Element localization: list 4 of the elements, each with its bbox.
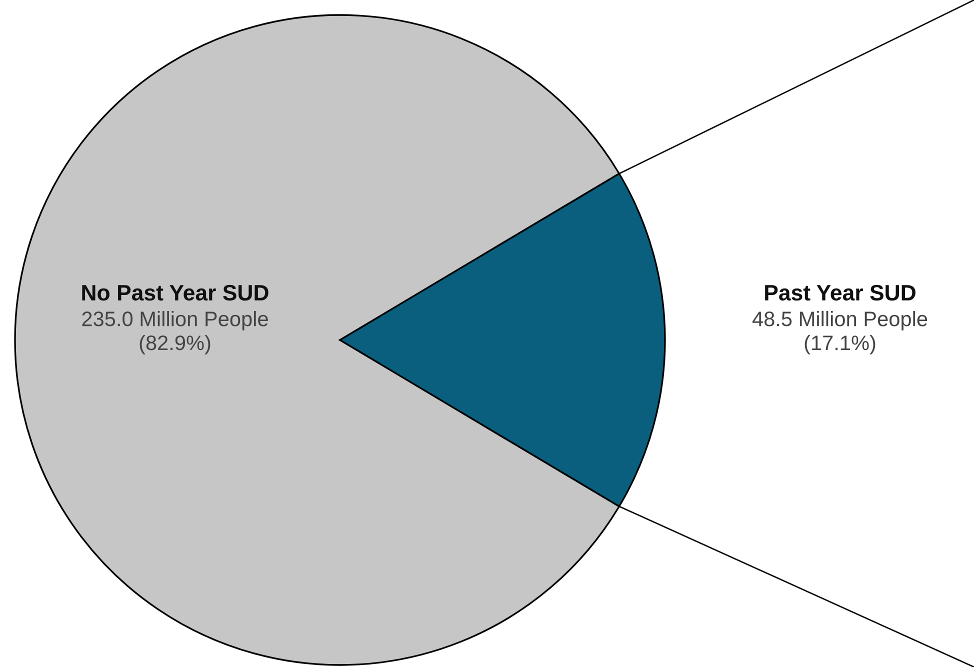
slice-label: Past Year SUD (765, 284, 916, 301)
data-label: 235.0 Million People (82.9%) (82, 311, 268, 354)
slice-label: No Past Year SUD (82, 284, 268, 301)
data-label: 48.5 Million People (17.1%) (752, 311, 928, 354)
